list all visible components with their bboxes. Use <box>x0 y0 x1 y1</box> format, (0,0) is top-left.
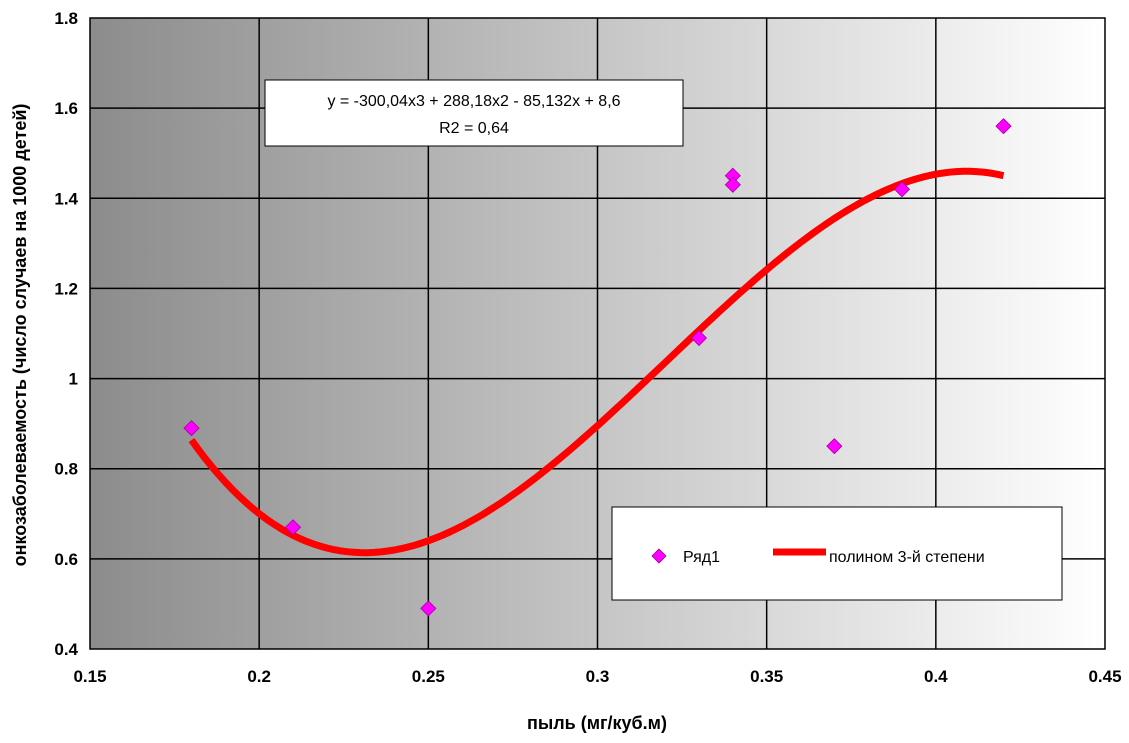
legend: Ряд1 полином 3-й степени <box>611 506 1063 601</box>
data-point-marker <box>284 519 302 536</box>
equation-label: y = -300,04x3 + 288,18x2 - 85,132x + 8,6 <box>327 93 620 110</box>
x-tick-label: 0.35 <box>750 667 783 686</box>
x-tick-label: 0.2 <box>247 667 271 686</box>
y-tick-label: 1.6 <box>54 99 78 118</box>
y-tick-label: 0.8 <box>54 460 78 479</box>
trendline-curve <box>188 167 1005 557</box>
data-point-marker <box>893 181 911 198</box>
data-point-marker <box>995 118 1012 135</box>
legend-label-trend: полином 3-й степени <box>829 549 985 566</box>
legend-label-series1: Ряд1 <box>683 549 720 566</box>
x-ticks: 0.15 0.2 0.25 0.3 0.35 0.4 0.45 <box>73 667 1121 686</box>
data-point-marker <box>690 329 708 347</box>
x-tick-label: 0.3 <box>586 667 610 686</box>
legend-marker-diamond <box>651 548 667 564</box>
data-point-marker <box>724 176 741 193</box>
y-tick-label: 1.8 <box>54 9 78 28</box>
y-tick-label: 0.6 <box>54 550 78 569</box>
data-point-marker <box>826 438 843 455</box>
plot-border <box>89 17 1106 650</box>
x-tick-label: 0.4 <box>924 667 948 686</box>
x-tick-label: 0.15 <box>73 667 106 686</box>
y-axis-title: онкозаболеваемость (число случаев на 100… <box>10 104 30 567</box>
data-points <box>183 118 1012 617</box>
y-tick-label: 1.4 <box>54 189 78 208</box>
y-tick-label: 1 <box>69 370 78 389</box>
r2-label: R2 = 0,64 <box>439 120 509 137</box>
x-tick-label: 0.45 <box>1088 667 1121 686</box>
x-tick-label: 0.25 <box>412 667 445 686</box>
equation-box: y = -300,04x3 + 288,18x2 - 85,132x + 8,6… <box>264 79 684 147</box>
x-axis-title: пыль (мг/куб.м) <box>527 713 667 733</box>
y-tick-label: 0.4 <box>54 640 78 659</box>
trendline <box>188 167 1005 557</box>
data-point-marker <box>183 420 200 437</box>
y-ticks: 0.4 0.6 0.8 1 1.2 1.4 1.6 1.8 <box>54 9 78 659</box>
data-point-marker <box>420 600 437 617</box>
y-tick-label: 1.2 <box>54 279 78 298</box>
